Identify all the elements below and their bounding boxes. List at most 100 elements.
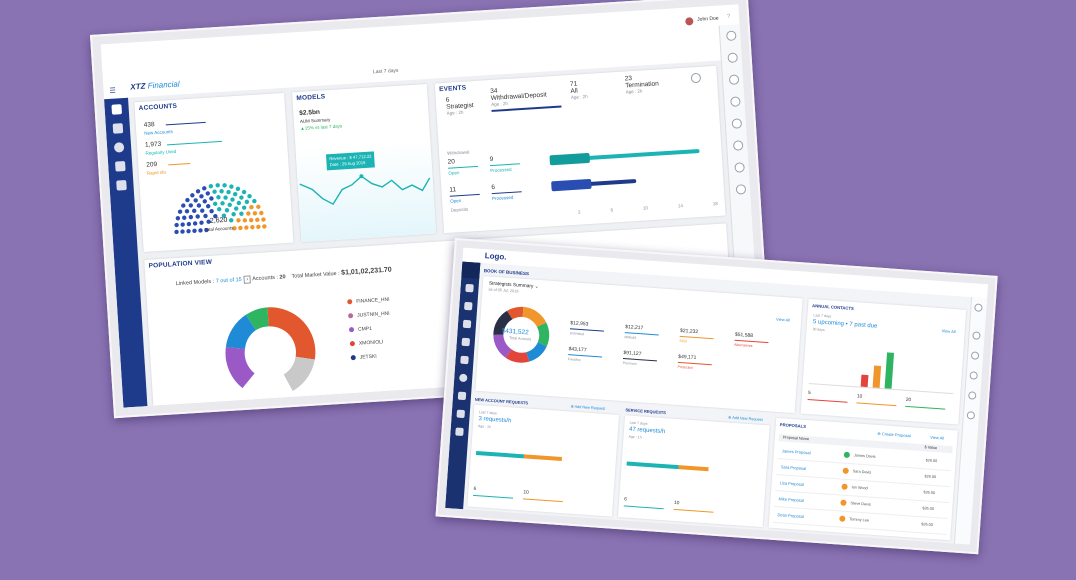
help-icon[interactable]: ?: [726, 13, 731, 20]
account-dot: [180, 222, 185, 227]
new-acc-num: 6: [473, 486, 477, 493]
flag-icon[interactable]: [970, 351, 980, 360]
document-icon[interactable]: [112, 123, 124, 134]
accounts-regular-label: Regularly Used: [145, 148, 177, 156]
bell-icon[interactable]: [727, 52, 738, 63]
service-num: 10: [673, 500, 680, 507]
accounts-dot-chart: [174, 183, 267, 235]
account-dot: [175, 216, 181, 221]
new-acc-bar-orange: [523, 454, 562, 461]
chart-icon[interactable]: [465, 283, 474, 293]
value-item: $12,953 Unlimited: [569, 320, 604, 337]
population-donut: [225, 307, 316, 391]
service-bar-teal: [626, 461, 679, 470]
rule: [168, 162, 191, 166]
calendar-icon[interactable]: [968, 391, 977, 400]
megaphone-icon[interactable]: [457, 391, 467, 401]
archive-icon[interactable]: [460, 355, 469, 365]
proposal-name[interactable]: Dean Proposal: [777, 512, 805, 520]
chat-icon[interactable]: [969, 371, 978, 380]
profile-icon[interactable]: [974, 303, 983, 312]
add-icon[interactable]: [735, 184, 747, 195]
proposals-view-all[interactable]: View All: [930, 434, 945, 441]
grid-icon[interactable]: [464, 301, 473, 311]
rule: [449, 193, 480, 197]
account-dot: [198, 228, 203, 233]
account-dot: [203, 213, 208, 219]
account-dot: [212, 189, 217, 194]
rule: [473, 494, 514, 499]
calendar-icon[interactable]: [731, 118, 743, 129]
linked-value[interactable]: 7 out of 15: [215, 276, 242, 285]
account-dot: [174, 222, 179, 228]
value-amount: $12,953: [570, 320, 589, 328]
home-icon[interactable]: [461, 261, 481, 279]
proposal-value: $26.00: [923, 490, 936, 496]
account-dot: [186, 229, 191, 234]
bolt-icon[interactable]: [461, 337, 471, 347]
event-col-termination[interactable]: 23 Termination Age : 2h: [625, 72, 676, 94]
settings-icon[interactable]: [966, 411, 976, 420]
alert-icon[interactable]: [732, 140, 744, 151]
bell-icon[interactable]: [972, 331, 981, 340]
service-num: 6: [623, 497, 627, 503]
accounts-regular-value: 1,973: [144, 140, 162, 149]
settings-icon[interactable]: [734, 162, 745, 173]
account-dot: [216, 207, 222, 212]
status-icon: [839, 515, 846, 522]
dollar-icon[interactable]: [458, 373, 468, 383]
proposal-name[interactable]: Mike Proposal: [778, 496, 805, 503]
tick: 14: [677, 203, 684, 209]
service-age: Age : 1h: [628, 434, 642, 440]
models-tooltip: Revenue : $ 47,712.22 Date : 29 Aug 2019: [325, 151, 376, 171]
menu-icon[interactable]: ☰: [109, 87, 117, 95]
account-dot: [239, 211, 244, 216]
account-dot: [177, 209, 183, 214]
create-proposal[interactable]: ⊕ Create Proposal: [877, 430, 911, 439]
legend-label: JETSKI: [359, 353, 377, 361]
account-dot: [226, 189, 231, 195]
dashboard-icon[interactable]: [111, 104, 123, 115]
account-dot: [256, 224, 261, 230]
users-icon[interactable]: [456, 409, 466, 419]
account-dot: [192, 221, 198, 226]
box-icon[interactable]: [115, 161, 126, 172]
proposal-name[interactable]: Lisa Proposal: [779, 480, 805, 487]
flag-icon[interactable]: [728, 74, 740, 85]
tick: 6: [610, 207, 614, 213]
accounts-total-value: 2,620: [209, 216, 228, 225]
annual-bar: [884, 352, 895, 389]
account-dot: [192, 208, 197, 214]
event-col-strategist[interactable]: 6 Strategist Age : 2h: [446, 95, 483, 116]
proposal-name[interactable]: Sara Proposal: [780, 464, 807, 472]
service-add[interactable]: ⊕ Add New Request: [728, 415, 763, 422]
event-col-all[interactable]: 71 All Age : 2h: [570, 79, 607, 100]
market-value: $1,01,02,231.70: [340, 266, 392, 277]
account-dot: [202, 186, 207, 191]
legend-item: CMP1: [348, 326, 372, 333]
models-title: MODELS: [296, 93, 326, 103]
annual-view-all[interactable]: View All: [941, 328, 956, 335]
accounts-new-label: New Accounts: [144, 129, 173, 136]
status-icon: [840, 499, 847, 506]
linked-label: Linked Models :: [175, 278, 215, 288]
account-dot: [229, 218, 234, 223]
report-icon[interactable]: [116, 180, 127, 191]
legend-label: XMON/OLI: [358, 339, 384, 347]
chat-icon[interactable]: [730, 96, 741, 107]
events-next-icon[interactable]: [690, 72, 702, 84]
view-all-link[interactable]: View All: [775, 316, 791, 323]
new-acc-add[interactable]: ⊕ Add New Request: [570, 404, 606, 411]
folder-icon[interactable]: [462, 319, 472, 329]
account-dot: [181, 203, 186, 208]
proposal-name[interactable]: James Proposal: [781, 448, 811, 456]
events-withdrawal: Withdrawal: [446, 149, 470, 156]
account-dot: [216, 195, 221, 200]
money-icon[interactable]: [113, 142, 125, 153]
event-col-withdrawal[interactable]: 34 Withdrawal/Deposit Age : 2h: [490, 83, 562, 112]
notification-icon[interactable]: [726, 30, 737, 42]
link-icon[interactable]: [455, 427, 464, 437]
annual-bar: [872, 365, 882, 388]
account-dot: [255, 217, 260, 223]
account-dot: [219, 189, 224, 194]
